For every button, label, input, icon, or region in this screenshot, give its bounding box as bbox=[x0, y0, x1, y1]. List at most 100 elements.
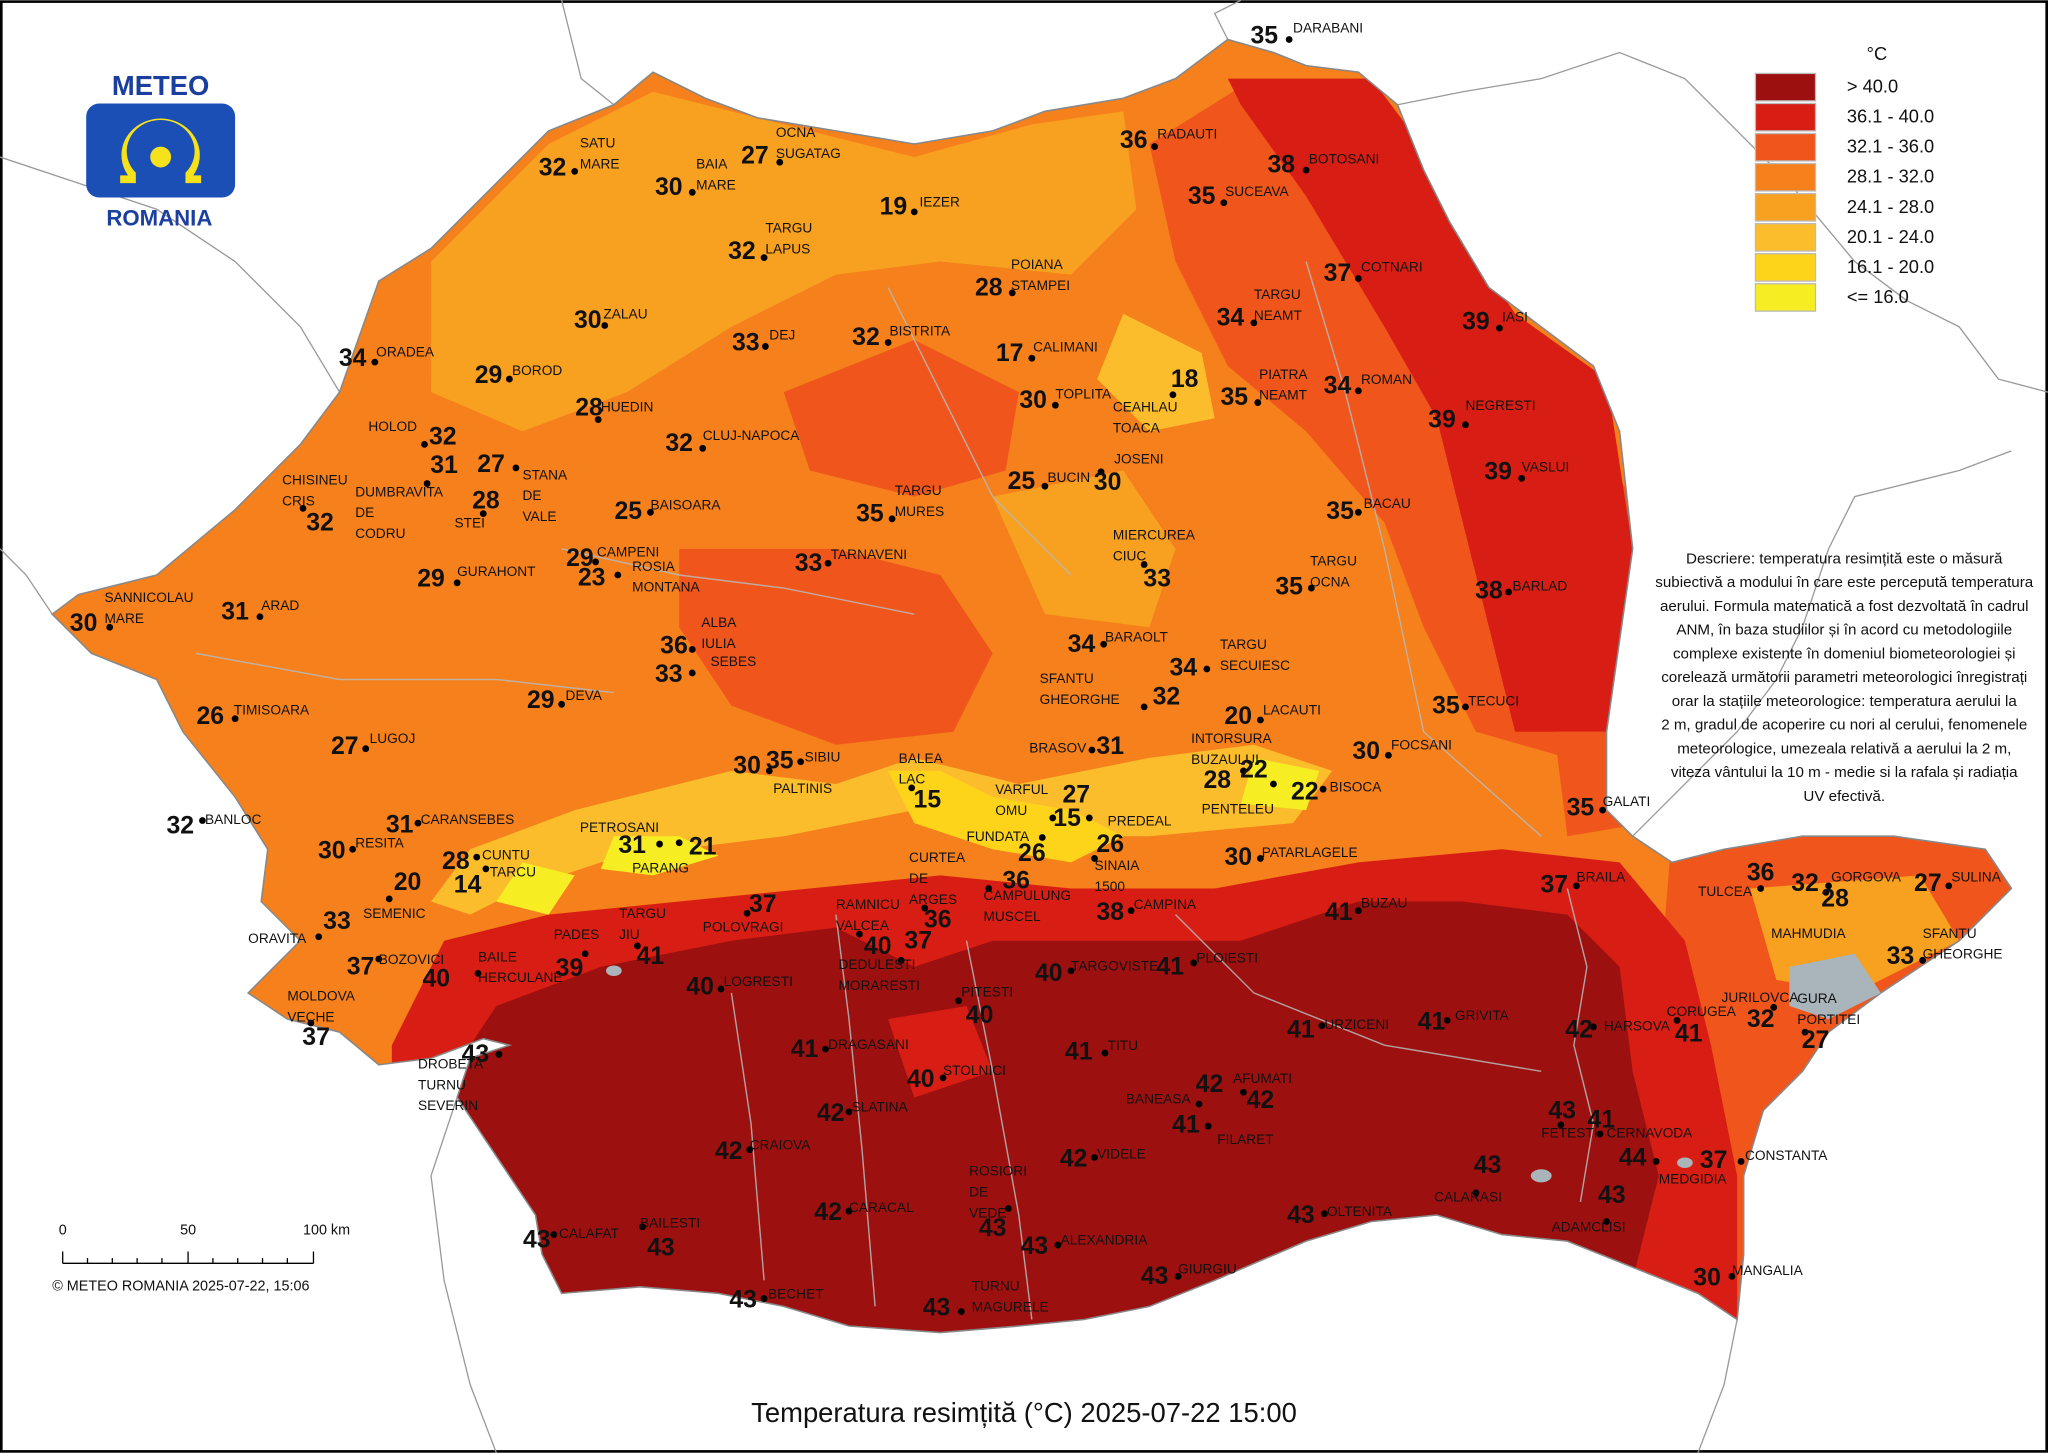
station-value: 43 bbox=[729, 1287, 757, 1314]
station-value: 42 bbox=[1196, 1071, 1224, 1098]
station-name: LUGOJ bbox=[370, 731, 416, 746]
station-value: 26 bbox=[1018, 840, 1046, 867]
station-value: 20 bbox=[394, 869, 422, 896]
station-name: 1500 bbox=[1095, 879, 1126, 894]
station-name: SANNICOLAU bbox=[104, 590, 193, 605]
station: COTNARI 37 bbox=[1324, 260, 1423, 287]
station-dot bbox=[199, 817, 206, 824]
station-name: ORAVITA bbox=[248, 931, 307, 946]
station-dot bbox=[1302, 166, 1310, 174]
station-value: 32 bbox=[539, 154, 567, 181]
station-dot bbox=[675, 839, 683, 847]
scale-label: 0 bbox=[59, 1222, 67, 1238]
station-dot bbox=[414, 819, 422, 827]
station: CEAHLAU TOACA 18 bbox=[1113, 366, 1199, 435]
station-name: CARACAL bbox=[849, 1200, 914, 1215]
station-dot bbox=[315, 933, 323, 941]
station: BECHET 43 bbox=[729, 1286, 824, 1313]
station-value: 32 bbox=[429, 423, 457, 450]
station-name: TARGU bbox=[765, 220, 812, 235]
station-value: 42 bbox=[715, 1138, 743, 1165]
station: HOLOD 32 bbox=[368, 419, 456, 450]
station-name: HERCULANE bbox=[478, 970, 563, 985]
station-dot bbox=[592, 558, 599, 566]
station-value: 41 bbox=[637, 943, 665, 970]
station-name: LAC bbox=[899, 772, 926, 787]
station-value: 32 bbox=[1747, 1006, 1775, 1033]
station-dot bbox=[1101, 1049, 1109, 1057]
station-dot bbox=[571, 168, 579, 175]
station-value: 38 bbox=[1475, 578, 1503, 605]
station-value: 30 bbox=[70, 610, 98, 637]
station-value: 34 bbox=[1324, 372, 1352, 399]
station-dot bbox=[1590, 1023, 1597, 1031]
station: LUGOJ 27 bbox=[331, 731, 415, 760]
station-name: PENTELEU bbox=[1202, 802, 1274, 817]
station: HARSOVA 42 bbox=[1565, 1016, 1670, 1043]
station-name: BARLAD bbox=[1512, 578, 1567, 593]
station-value: 31 bbox=[430, 452, 458, 479]
station-value: 36 bbox=[924, 907, 952, 934]
station: CALARASI 43 bbox=[1434, 1152, 1502, 1204]
station-value: 33 bbox=[732, 329, 760, 356]
station-dot bbox=[1270, 780, 1277, 788]
station-name: BUCIN bbox=[1048, 470, 1091, 485]
legend-label: 20.1 - 24.0 bbox=[1847, 226, 1934, 247]
station-value: 14 bbox=[454, 871, 482, 898]
station-value: 15 bbox=[1053, 805, 1081, 832]
station-name: SFANTU bbox=[1923, 926, 1977, 941]
station: BANLOC 32 bbox=[166, 812, 261, 839]
station-dot bbox=[797, 758, 805, 766]
station-value: 31 bbox=[1096, 733, 1124, 760]
station-dot bbox=[482, 865, 490, 873]
station-dot bbox=[505, 375, 513, 383]
station-dot bbox=[1008, 289, 1016, 297]
station-value: 27 bbox=[1062, 781, 1090, 808]
station-value: 37 bbox=[302, 1024, 330, 1051]
station-value: 43 bbox=[1141, 1263, 1169, 1290]
station-dot bbox=[349, 845, 357, 853]
station: TARNAVENI 33 bbox=[795, 547, 907, 577]
legend-swatch bbox=[1754, 253, 1817, 282]
station-dot bbox=[1603, 1218, 1610, 1225]
station-name: OCNA bbox=[776, 125, 816, 140]
station: NEGRESTI 39 bbox=[1428, 398, 1535, 433]
station-name: TARGOVISTE bbox=[1071, 958, 1158, 973]
legend-label: 16.1 - 20.0 bbox=[1847, 256, 1934, 277]
station-name: SINAIA bbox=[1095, 858, 1141, 873]
station-name: ZALAU bbox=[603, 307, 647, 322]
station-name: BUZAU bbox=[1361, 896, 1407, 911]
station: ALBA IULIA 36 bbox=[660, 615, 737, 659]
station-value: 27 bbox=[1914, 870, 1942, 897]
station-name: CERNAVODA bbox=[1607, 1126, 1694, 1141]
station-value: 39 bbox=[1428, 406, 1456, 433]
station-dot bbox=[1770, 1003, 1778, 1011]
station-name: CALIMANI bbox=[1033, 339, 1098, 354]
station-value: 43 bbox=[1548, 1097, 1576, 1124]
legend-swatch bbox=[1754, 162, 1817, 192]
station: BANEASA 42 bbox=[1126, 1071, 1224, 1108]
station-value: 40 bbox=[422, 965, 450, 992]
station: BRASOV 31 bbox=[1029, 733, 1124, 760]
station-name: MANGALIA bbox=[1732, 1263, 1804, 1278]
station-name: GORGOVA bbox=[1831, 870, 1902, 885]
station: LOGRESTI 40 bbox=[686, 973, 793, 1000]
logo-dot bbox=[150, 146, 172, 168]
station-value: 39 bbox=[1484, 459, 1512, 486]
station-dot bbox=[1097, 468, 1105, 476]
station-value: 43 bbox=[1598, 1182, 1626, 1209]
station-name: MEDGIDIA bbox=[1659, 1171, 1728, 1186]
station: OCNA SUGATAG 27 bbox=[741, 125, 841, 169]
station-name: NEAMT bbox=[1254, 308, 1303, 323]
station: CAMPULUNG MUSCEL 36 bbox=[984, 867, 1072, 923]
station: ALEXANDRIA 43 bbox=[1021, 1233, 1149, 1260]
station-value: 26 bbox=[1096, 831, 1124, 858]
station-dot bbox=[1091, 855, 1098, 862]
station-dot bbox=[1174, 1272, 1182, 1280]
station-dot bbox=[1285, 36, 1293, 43]
station: FILARET 41 bbox=[1172, 1112, 1274, 1147]
station-name: TOACA bbox=[1113, 420, 1161, 435]
description-line: ANM, în baza studiilor și în acord cu me… bbox=[1676, 622, 2012, 639]
